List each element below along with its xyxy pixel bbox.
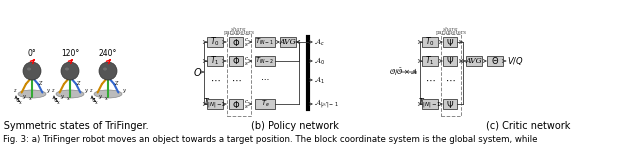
Text: share: share: [231, 27, 247, 32]
Bar: [280, 37, 296, 47]
Text: Z: Z: [38, 81, 42, 86]
Text: $T_{|N|-1}$: $T_{|N|-1}$: [418, 97, 442, 111]
Text: Z: Z: [76, 81, 80, 86]
Bar: [422, 56, 438, 66]
Bar: [229, 37, 243, 47]
Text: x: x: [95, 100, 98, 105]
Text: $O$: $O$: [193, 66, 203, 78]
Text: z: z: [89, 88, 92, 93]
Text: $\cdots$: $\cdots$: [445, 75, 455, 85]
Ellipse shape: [27, 68, 31, 71]
Text: parameters: parameters: [435, 30, 467, 35]
Text: (a) Symmetric states of TriFinger.: (a) Symmetric states of TriFinger.: [0, 121, 149, 131]
Text: $\mathcal{A}_c$: $\mathcal{A}_c$: [314, 36, 324, 48]
Text: y: y: [60, 94, 63, 99]
Text: x: x: [58, 100, 60, 105]
Text: $\Phi$: $\Phi$: [232, 36, 240, 48]
Bar: [466, 56, 482, 66]
Text: $\mathcal{A}_{|\mathcal{N}|-1}$: $\mathcal{A}_{|\mathcal{N}|-1}$: [314, 98, 339, 110]
Bar: [441, 34, 461, 116]
Text: $\mathcal{A}_0$: $\mathcal{A}_0$: [314, 55, 325, 67]
Text: y: y: [47, 88, 49, 93]
Text: $T_e$: $T_e$: [260, 99, 269, 109]
Text: $\mathcal{A}_1$: $\mathcal{A}_1$: [314, 74, 324, 86]
Text: AVG: AVG: [466, 57, 483, 65]
Text: (b) Policy network: (b) Policy network: [251, 121, 339, 131]
Ellipse shape: [103, 68, 107, 71]
Bar: [443, 37, 457, 47]
Text: $\cdots$: $\cdots$: [260, 73, 269, 82]
Bar: [255, 37, 275, 47]
Text: 120°: 120°: [61, 49, 79, 57]
Text: s: s: [244, 42, 248, 47]
Bar: [487, 56, 503, 66]
Text: y: y: [22, 94, 25, 99]
Text: $\Phi$: $\Phi$: [232, 55, 240, 67]
Text: s: s: [244, 104, 248, 109]
Text: $\Psi$: $\Psi$: [446, 98, 454, 109]
Text: Fig. 3: a) TriFinger robot moves an object towards a target position. The block : Fig. 3: a) TriFinger robot moves an obje…: [3, 134, 538, 144]
Bar: [422, 99, 438, 109]
Circle shape: [23, 62, 41, 80]
Bar: [255, 56, 275, 66]
Text: $\Psi$: $\Psi$: [446, 36, 454, 48]
Text: Z: Z: [115, 81, 118, 86]
Text: $V/Q$: $V/Q$: [507, 55, 524, 67]
Text: 0°: 0°: [28, 49, 36, 57]
Text: y: y: [123, 88, 125, 93]
Text: AVG: AVG: [280, 38, 296, 46]
Text: $T_{IN-2}$: $T_{IN-2}$: [255, 56, 275, 66]
Text: $\cdots$: $\cdots$: [230, 75, 241, 85]
Text: x: x: [104, 96, 108, 101]
Text: $T_0$: $T_0$: [210, 36, 220, 48]
Bar: [207, 56, 223, 66]
Bar: [207, 99, 223, 109]
Text: z: z: [51, 88, 54, 93]
Text: c: c: [244, 99, 248, 104]
Text: $\mathcal{O}/\bar{\mathcal{O}}\times\mathcal{A}$: $\mathcal{O}/\bar{\mathcal{O}}\times\mat…: [389, 66, 418, 78]
Bar: [229, 56, 243, 66]
Text: $T_{|N|-1}$: $T_{|N|-1}$: [203, 97, 227, 111]
Text: z: z: [13, 88, 16, 93]
Ellipse shape: [56, 90, 84, 98]
Text: c: c: [244, 56, 248, 61]
Circle shape: [99, 62, 117, 80]
Text: $\cdots$: $\cdots$: [425, 75, 435, 85]
Bar: [227, 34, 251, 116]
Text: x: x: [29, 96, 31, 101]
Text: $\Theta$: $\Theta$: [491, 55, 499, 67]
Text: $\Psi$: $\Psi$: [446, 55, 454, 67]
Text: s: s: [244, 61, 248, 66]
Text: 240°: 240°: [99, 49, 117, 57]
Text: $T_1$: $T_1$: [210, 55, 220, 67]
Text: $T_0$: $T_0$: [425, 36, 435, 48]
Text: c: c: [244, 37, 248, 42]
Ellipse shape: [18, 90, 46, 98]
Bar: [422, 37, 438, 47]
Text: $T_1$: $T_1$: [425, 55, 435, 67]
Text: share: share: [444, 27, 459, 32]
Text: x: x: [67, 96, 69, 101]
Text: $\Phi$: $\Phi$: [232, 98, 240, 109]
Bar: [207, 37, 223, 47]
Text: y: y: [98, 94, 101, 99]
Bar: [229, 99, 243, 109]
Bar: [443, 99, 457, 109]
Text: (c) Critic network: (c) Critic network: [486, 121, 570, 131]
Circle shape: [61, 62, 79, 80]
Text: $\cdots$: $\cdots$: [210, 75, 220, 85]
Ellipse shape: [65, 68, 69, 71]
Bar: [255, 99, 275, 109]
Bar: [443, 56, 457, 66]
Text: x: x: [19, 100, 22, 105]
Text: y: y: [84, 88, 88, 93]
Ellipse shape: [94, 90, 122, 98]
Text: $T_{IN-1}$: $T_{IN-1}$: [255, 37, 275, 47]
Text: parameters: parameters: [223, 30, 255, 35]
